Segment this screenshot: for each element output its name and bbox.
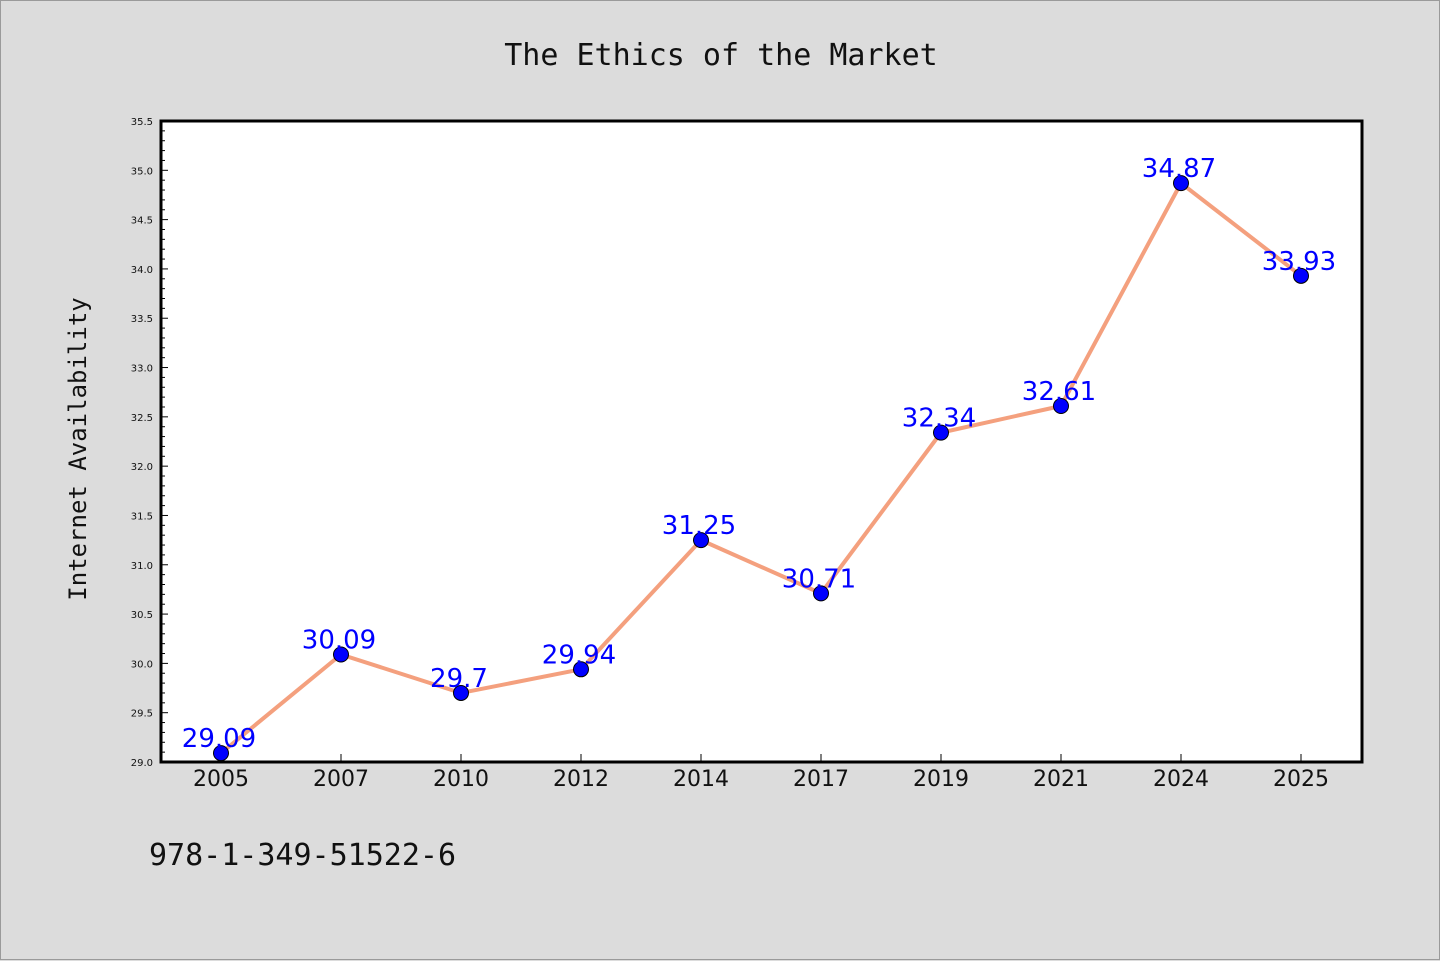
y-tick-label: 31.5: [131, 511, 153, 522]
data-label: 29.94: [542, 640, 616, 670]
y-tick-label: 32.5: [131, 413, 153, 424]
series-line: [219, 181, 1303, 755]
data-point: [693, 532, 709, 549]
y-tick-label: 34.5: [131, 216, 153, 227]
x-axis: 2005 2007 2010 2012 2014 2017 2019 2021 2024 2025: [193, 754, 1329, 792]
x-tick-label: 2005: [193, 767, 249, 792]
data-point: [1053, 397, 1069, 414]
y-tick-label: 34.0: [131, 265, 153, 276]
data-point: [573, 661, 589, 678]
x-tick-label: 2017: [793, 767, 849, 792]
data-labels: 29.09 30.09 29.7 29.94 31.25 30.71 32.34 32.61 3…: [182, 154, 1336, 754]
data-point: [333, 646, 349, 663]
chart-title: The Ethics of the Market: [504, 38, 937, 73]
x-tick-label: 2010: [433, 767, 489, 792]
x-tick-label: 2019: [913, 767, 969, 792]
y-tick-label: 29.5: [131, 709, 153, 720]
data-label: 31.25: [662, 511, 736, 541]
y-tick-label: 35.0: [131, 166, 153, 177]
y-tick-label: 30.0: [131, 659, 153, 670]
data-points: [213, 175, 1309, 762]
data-label: 29.09: [182, 724, 256, 754]
y-axis-label: Internet Availability: [64, 297, 92, 600]
data-label: 30.09: [302, 626, 376, 656]
x-tick-label: 2021: [1033, 767, 1089, 792]
x-tick-label: 2025: [1273, 767, 1329, 792]
data-label: 32.61: [1022, 377, 1096, 407]
data-label: 34.87: [1142, 154, 1216, 184]
y-tick-label: 29.0: [131, 758, 153, 769]
y-tick-label: 33.5: [131, 314, 153, 325]
plot-area: [161, 121, 1362, 762]
data-label: 32.34: [902, 404, 976, 434]
data-label: 30.71: [782, 564, 856, 594]
x-tick-label: 2007: [313, 767, 369, 792]
data-label: 33.93: [1262, 247, 1336, 277]
y-tick-label: 31.0: [131, 561, 153, 572]
y-tick-label: 33.0: [131, 364, 153, 375]
y-tick-label: 35.5: [131, 117, 153, 128]
y-tick-label: 30.5: [131, 610, 153, 621]
data-point: [933, 424, 949, 441]
data-point: [453, 684, 469, 701]
y-tick-label: 32.0: [131, 462, 153, 473]
x-tick-label: 2014: [673, 767, 729, 792]
plot-border: [159, 119, 1364, 764]
data-point: [1293, 267, 1309, 284]
data-point: [1173, 175, 1189, 192]
data-label: 29.7: [430, 664, 488, 694]
x-tick-label: 2012: [553, 767, 609, 792]
x-tick-label: 2024: [1153, 767, 1209, 792]
data-point: [813, 585, 829, 602]
isbn-text: 978-1-349-51522-6: [149, 838, 456, 873]
